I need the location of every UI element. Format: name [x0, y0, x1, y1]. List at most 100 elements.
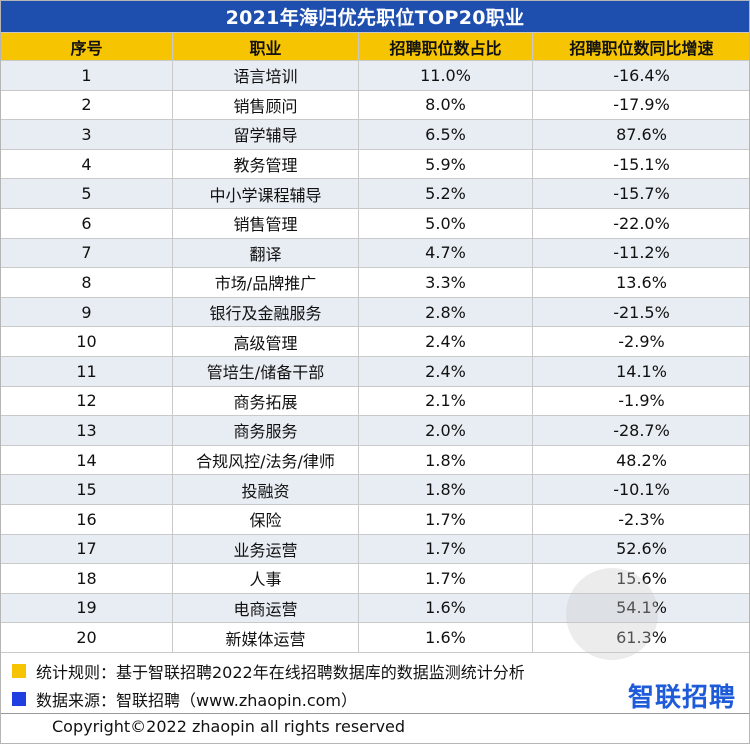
header-occupation: 职业 [172, 32, 359, 61]
cell-share: 3.3% [358, 267, 533, 298]
cell-growth: -11.2% [532, 237, 750, 269]
footer: 统计规则：基于智联招聘2022年在线招聘数据库的数据监测统计分析 数据来源：智联… [0, 653, 750, 744]
cell-share: 6.5% [358, 119, 533, 150]
table-row: 13 商务服务 2.0% -28.7% [0, 415, 750, 446]
cell-share: 2.4% [358, 355, 533, 387]
cell-occupation: 人事 [172, 563, 359, 594]
cell-growth: -10.1% [532, 474, 750, 505]
cell-growth: -28.7% [532, 415, 750, 446]
cell-rank: 2 [0, 89, 173, 121]
cell-growth: -2.9% [532, 326, 750, 357]
cell-share: 2.8% [358, 296, 533, 328]
cell-share: 5.9% [358, 148, 533, 180]
table-row: 8 市场/品牌推广 3.3% 13.6% [0, 267, 750, 298]
brand-logo: 智联招聘 [628, 677, 736, 714]
table-row: 7 翻译 4.7% -11.2% [0, 237, 750, 269]
cell-occupation: 商务服务 [172, 415, 359, 446]
table-row: 3 留学辅导 6.5% 87.6% [0, 119, 750, 150]
cell-growth: 87.6% [532, 119, 750, 150]
cell-occupation: 商务拓展 [172, 385, 359, 417]
cell-share: 1.7% [358, 503, 533, 535]
table-body: 1 语言培训 11.0% -16.4% 2 销售顾问 8.0% -17.9% 3 留学辅导 6.5%… [0, 60, 750, 653]
cell-occupation: 中小学课程辅导 [172, 178, 359, 209]
rule-note-text: 统计规则：基于智联招聘2022年在线招聘数据库的数据监测统计分析 [36, 663, 525, 682]
cell-share: 2.4% [358, 326, 533, 357]
table-row: 4 教务管理 5.9% -15.1% [0, 148, 750, 180]
cell-share: 1.7% [358, 533, 533, 565]
cell-rank: 12 [0, 385, 173, 417]
header-share: 招聘职位数占比 [358, 32, 533, 61]
cell-share: 1.7% [358, 563, 533, 594]
table-row: 5 中小学课程辅导 5.2% -15.7% [0, 178, 750, 209]
ranking-table: 序号 职业 招聘职位数占比 招聘职位数同比增速 1 语言培训 11.0% -16.4%… [0, 32, 750, 653]
cell-rank: 15 [0, 474, 173, 505]
header-growth: 招聘职位数同比增速 [532, 32, 750, 61]
table-row: 9 银行及金融服务 2.8% -21.5% [0, 296, 750, 328]
cell-occupation: 留学辅导 [172, 119, 359, 150]
rule-note: 统计规则：基于智联招聘2022年在线招聘数据库的数据监测统计分析 [12, 659, 525, 683]
cell-rank: 5 [0, 178, 173, 209]
cell-rank: 1 [0, 60, 173, 91]
cell-rank: 14 [0, 444, 173, 476]
cell-rank: 7 [0, 237, 173, 269]
cell-rank: 3 [0, 119, 173, 150]
cell-share: 8.0% [358, 89, 533, 121]
cell-growth: -17.9% [532, 89, 750, 121]
cell-rank: 11 [0, 355, 173, 387]
cell-occupation: 翻译 [172, 237, 359, 269]
table-row: 10 高级管理 2.4% -2.9% [0, 326, 750, 357]
cell-occupation: 管培生/储备干部 [172, 355, 359, 387]
cell-share: 11.0% [358, 60, 533, 91]
cell-growth: -21.5% [532, 296, 750, 328]
cell-growth: 48.2% [532, 444, 750, 476]
cell-occupation: 电商运营 [172, 592, 359, 624]
cell-growth: -15.1% [532, 148, 750, 180]
cell-occupation: 投融资 [172, 474, 359, 505]
table-row: 17 业务运营 1.7% 52.6% [0, 533, 750, 565]
cell-rank: 4 [0, 148, 173, 180]
header-rank: 序号 [0, 32, 173, 61]
cell-growth: 52.6% [532, 533, 750, 565]
table-row: 11 管培生/储备干部 2.4% 14.1% [0, 355, 750, 387]
source-note: 数据来源：智联招聘（www.zhaopin.com） [12, 687, 357, 711]
table-row: 6 销售管理 5.0% -22.0% [0, 207, 750, 239]
header-row: 序号 职业 招聘职位数占比 招聘职位数同比增速 [0, 32, 750, 61]
cell-growth: 14.1% [532, 355, 750, 387]
table-row: 16 保险 1.7% -2.3% [0, 503, 750, 535]
cell-rank: 8 [0, 267, 173, 298]
cell-growth: 15.6% [532, 563, 750, 594]
cell-occupation: 销售管理 [172, 207, 359, 239]
cell-growth: -1.9% [532, 385, 750, 417]
cell-occupation: 保险 [172, 503, 359, 535]
cell-share: 2.0% [358, 415, 533, 446]
footer-divider [0, 713, 750, 714]
cell-share: 1.8% [358, 444, 533, 476]
cell-share: 1.6% [358, 592, 533, 624]
source-note-text: 数据来源：智联招聘（www.zhaopin.com） [36, 691, 358, 710]
table-row: 18 人事 1.7% 15.6% [0, 563, 750, 594]
cell-share: 5.2% [358, 178, 533, 209]
table-row: 2 销售顾问 8.0% -17.9% [0, 89, 750, 121]
cell-share: 1.8% [358, 474, 533, 505]
cell-rank: 6 [0, 207, 173, 239]
cell-occupation: 业务运营 [172, 533, 359, 565]
cell-rank: 18 [0, 563, 173, 594]
table-row: 15 投融资 1.8% -10.1% [0, 474, 750, 505]
cell-rank: 19 [0, 592, 173, 624]
cell-occupation: 银行及金融服务 [172, 296, 359, 328]
cell-occupation: 市场/品牌推广 [172, 267, 359, 298]
cell-rank: 13 [0, 415, 173, 446]
cell-rank: 9 [0, 296, 173, 328]
cell-rank: 17 [0, 533, 173, 565]
cell-growth: -16.4% [532, 60, 750, 91]
table-row: 14 合规风控/法务/律师 1.8% 48.2% [0, 444, 750, 476]
brand-text: 智联招聘 [627, 683, 736, 713]
cell-share: 1.6% [358, 622, 533, 653]
cell-rank: 10 [0, 326, 173, 357]
blue-square-icon [12, 692, 26, 706]
cell-occupation: 新媒体运营 [172, 622, 359, 653]
table-row: 12 商务拓展 2.1% -1.9% [0, 385, 750, 417]
cell-occupation: 教务管理 [172, 148, 359, 180]
cell-occupation: 语言培训 [172, 60, 359, 91]
